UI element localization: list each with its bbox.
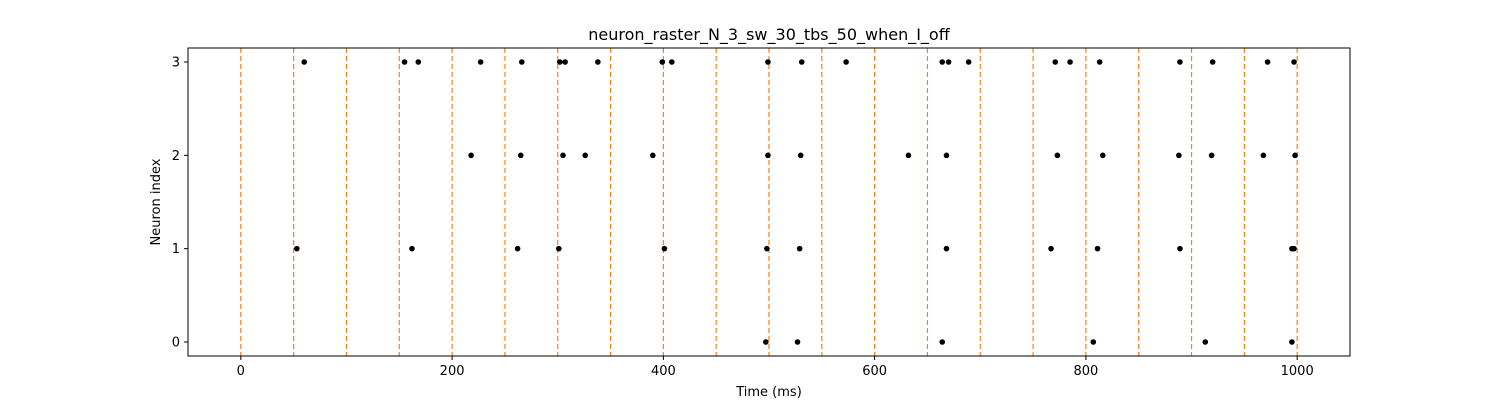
- spike-point: [1090, 339, 1097, 345]
- spike-point: [582, 152, 588, 159]
- spike-point: [1292, 152, 1298, 159]
- spike-point: [409, 245, 415, 252]
- spike-point: [560, 152, 566, 159]
- spike-point: [301, 59, 308, 65]
- spike-point: [1291, 245, 1297, 252]
- x-tick-label: 200: [440, 364, 465, 379]
- x-tick-label: 800: [1073, 364, 1098, 379]
- spike-point: [905, 152, 912, 159]
- spike-point: [595, 59, 601, 65]
- spike-point: [1100, 152, 1106, 159]
- spike-point: [294, 245, 300, 252]
- spike-point: [1052, 59, 1059, 65]
- spike-point: [519, 59, 525, 65]
- spike-point: [1202, 339, 1209, 345]
- spike-point: [1209, 59, 1216, 65]
- spike-point: [1264, 59, 1271, 65]
- spike-point: [798, 59, 805, 65]
- spike-point: [557, 59, 563, 65]
- x-tick-label: 400: [651, 364, 676, 379]
- spike-point: [1177, 59, 1183, 65]
- spike-point: [562, 59, 568, 65]
- y-tick-label: 3: [172, 56, 180, 71]
- spike-point: [765, 59, 771, 65]
- spike-point: [1096, 59, 1103, 65]
- spike-point: [1054, 152, 1061, 159]
- y-axis-label: Neuron index: [149, 158, 164, 245]
- spike-point: [1048, 245, 1054, 252]
- spike-point: [517, 152, 524, 159]
- spike-point: [945, 59, 952, 65]
- spike-point: [477, 59, 484, 65]
- spike-point: [765, 152, 771, 159]
- spike-point: [555, 245, 562, 252]
- spike-point: [1177, 245, 1183, 252]
- spike-point: [1291, 59, 1297, 65]
- spike-point: [1260, 152, 1267, 159]
- spike-point: [1094, 245, 1101, 252]
- spike-point: [796, 245, 803, 252]
- spike-point: [943, 152, 950, 159]
- spike-point: [763, 339, 769, 345]
- plot-frame: [187, 47, 1351, 357]
- spike-point: [965, 59, 972, 65]
- x-tick-label: 600: [862, 364, 887, 379]
- spike-point: [797, 152, 804, 159]
- x-tick-label: 0: [237, 364, 245, 379]
- spike-point: [1067, 59, 1073, 65]
- y-axis-ticks: 0 1 2 3: [172, 56, 188, 351]
- spike-point: [764, 245, 770, 252]
- time-bin-boundaries: [240, 48, 1298, 356]
- spike-point: [659, 59, 666, 65]
- spike-point: [794, 339, 801, 345]
- spike-point: [669, 59, 675, 65]
- spike-point: [661, 245, 668, 252]
- y-tick-label: 0: [172, 336, 180, 351]
- spike-point: [939, 59, 946, 65]
- spike-point: [1208, 152, 1215, 159]
- spike-point: [1176, 152, 1182, 159]
- spike-point: [514, 245, 521, 252]
- y-tick-label: 1: [172, 242, 180, 257]
- spike-point: [650, 152, 656, 159]
- spike-markers: [294, 59, 1298, 345]
- x-axis-label: Time (ms): [735, 385, 802, 400]
- spike-point: [468, 152, 474, 159]
- spike-point: [843, 59, 849, 65]
- spike-point: [943, 245, 950, 252]
- x-axis-ticks: 0 200 400 600 800 1000: [237, 356, 1314, 379]
- spike-point: [401, 59, 408, 65]
- spike-point: [939, 339, 946, 345]
- spike-point: [1289, 339, 1295, 345]
- y-tick-label: 2: [172, 149, 180, 164]
- chart-title: neuron_raster_N_3_sw_30_tbs_50_when_I_of…: [588, 25, 950, 45]
- spike-point: [415, 59, 422, 65]
- x-tick-label: 1000: [1281, 364, 1314, 379]
